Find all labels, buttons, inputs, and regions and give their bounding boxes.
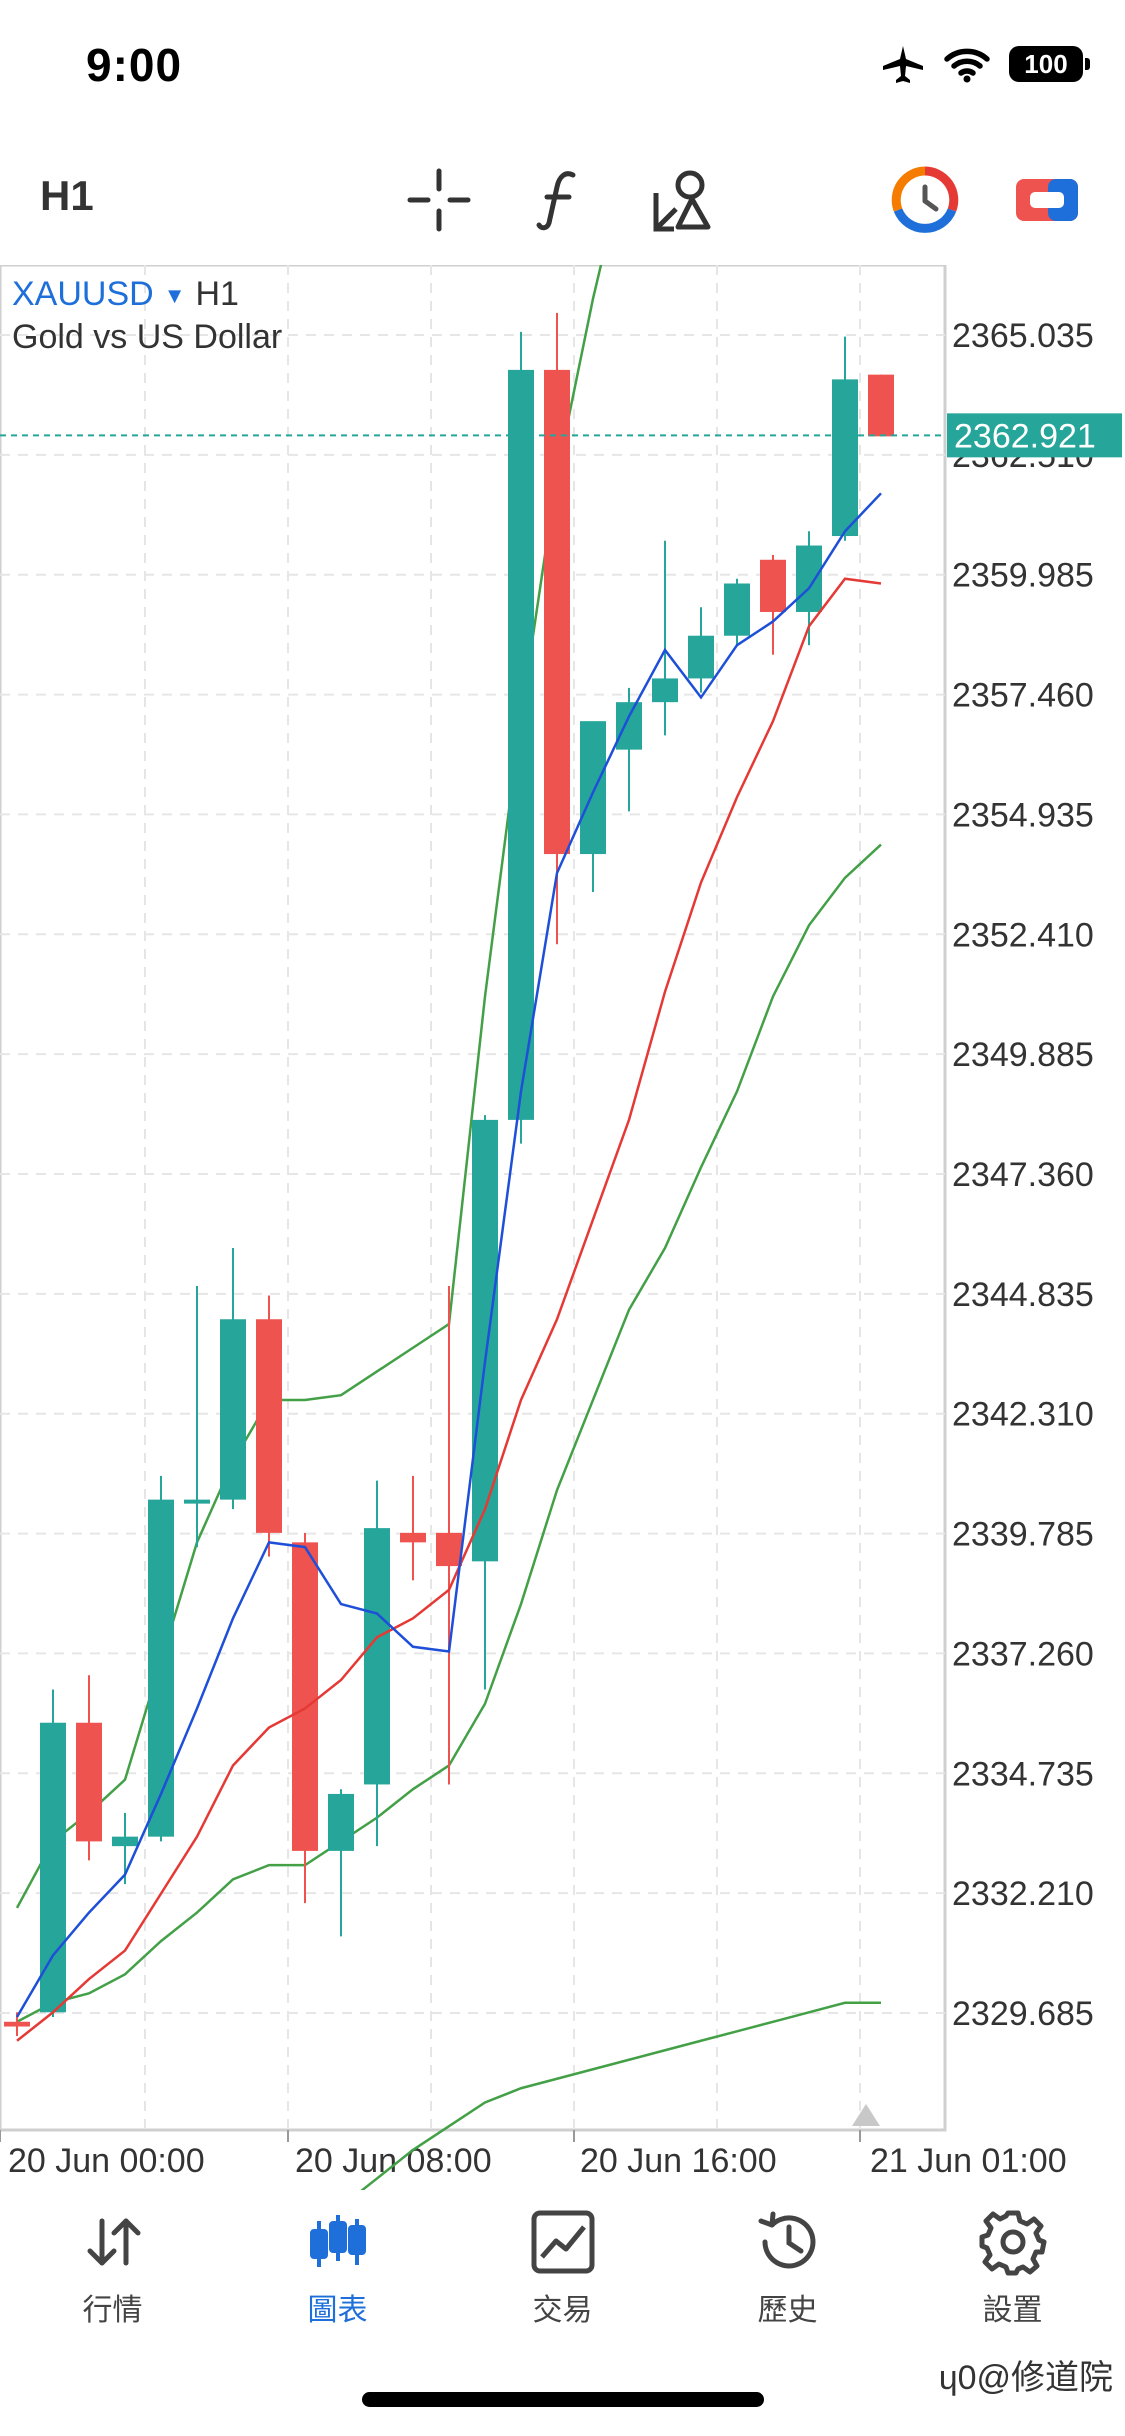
wifi-icon bbox=[944, 48, 990, 83]
candle-body[interactable] bbox=[220, 1319, 246, 1500]
nav-quotes[interactable]: 行情 bbox=[0, 2185, 225, 2335]
current-price-tag bbox=[947, 413, 1122, 458]
candle-body[interactable] bbox=[148, 1499, 174, 1837]
moving-average-red-line bbox=[16, 577, 882, 2042]
candle-body[interactable] bbox=[760, 559, 786, 612]
candle-body[interactable] bbox=[364, 1528, 390, 1785]
status-time: 9:00 bbox=[86, 39, 183, 91]
candle-body[interactable] bbox=[292, 1542, 318, 1851]
indicators-f-icon[interactable] bbox=[525, 165, 595, 235]
trade-chart-icon bbox=[531, 2210, 594, 2274]
gear-icon bbox=[979, 2210, 1046, 2276]
y-axis-label: 2357.460 bbox=[952, 677, 1094, 715]
home-indicator[interactable] bbox=[362, 2392, 764, 2407]
candlestick-icon bbox=[309, 2215, 366, 2267]
nav-label: 交易 bbox=[532, 2294, 593, 2327]
candle-body[interactable] bbox=[436, 1532, 462, 1567]
x-axis-label: 20 Jun 00:00 bbox=[8, 2142, 205, 2180]
history-clock-icon bbox=[758, 2211, 815, 2269]
airplane-icon bbox=[883, 46, 923, 83]
y-axis-label: 2339.785 bbox=[952, 1516, 1094, 1554]
chart-canvas[interactable]: 2365.0352362.5102359.9852357.4602354.935… bbox=[0, 265, 1125, 2190]
candle-body[interactable] bbox=[4, 2021, 30, 2027]
y-axis-label: 2354.935 bbox=[952, 796, 1094, 834]
candle-body[interactable] bbox=[76, 1722, 102, 1842]
candle-body[interactable] bbox=[616, 702, 642, 750]
y-axis-label: 2349.885 bbox=[952, 1036, 1094, 1074]
nav-label: 行情 bbox=[82, 2294, 143, 2327]
nav-label: 設置 bbox=[982, 2294, 1043, 2327]
y-axis-label: 2329.685 bbox=[952, 1995, 1094, 2033]
candle-body[interactable] bbox=[112, 1836, 138, 1847]
current-price-label: 2362.921 bbox=[954, 417, 1096, 455]
candle-body[interactable] bbox=[256, 1319, 282, 1533]
candle-body[interactable] bbox=[832, 379, 858, 537]
watermark: ɥ0@修道院 bbox=[938, 2359, 1113, 2397]
y-axis-label: 2344.835 bbox=[952, 1276, 1094, 1314]
candle-body[interactable] bbox=[472, 1119, 498, 1562]
candle-body[interactable] bbox=[796, 545, 822, 612]
x-axis-label: 20 Jun 16:00 bbox=[580, 2142, 777, 2180]
candle-body[interactable] bbox=[400, 1532, 426, 1543]
y-axis-label: 2337.260 bbox=[952, 1635, 1094, 1673]
candle-body[interactable] bbox=[580, 721, 606, 855]
timeframe-button[interactable]: H1 bbox=[40, 172, 94, 219]
nav-history[interactable]: 歷史 bbox=[675, 2185, 900, 2335]
moving-average-blue-line bbox=[15, 492, 882, 2018]
quotes-arrows-icon bbox=[87, 2218, 140, 2266]
x-axis-label: 20 Jun 08:00 bbox=[295, 2142, 492, 2180]
symbol-name[interactable]: XAUUSD bbox=[12, 275, 154, 313]
symbol-timeframe: H1 bbox=[195, 275, 239, 313]
symbol-description: Gold vs US Dollar bbox=[12, 318, 283, 356]
candle-body[interactable] bbox=[508, 369, 534, 1120]
candle-body[interactable] bbox=[724, 583, 750, 636]
candle-body[interactable] bbox=[544, 369, 570, 855]
battery-indicator: 100 bbox=[1009, 46, 1090, 82]
candle-body[interactable] bbox=[328, 1793, 354, 1851]
candle-body[interactable] bbox=[868, 374, 894, 437]
objects-shapes-icon[interactable] bbox=[650, 165, 720, 235]
symbol-header[interactable]: XAUUSD ▼ H1 bbox=[12, 275, 239, 314]
crosshair-icon[interactable] bbox=[404, 165, 474, 235]
bottom-nav: 行情 圖表 交易 歷史 bbox=[0, 2185, 1125, 2335]
y-axis-label: 2334.735 bbox=[952, 1755, 1094, 1793]
y-axis-label: 2347.360 bbox=[952, 1156, 1094, 1194]
bollinger-lower-outer-line bbox=[360, 2001, 881, 2190]
y-axis-label: 2365.035 bbox=[952, 317, 1094, 355]
nav-label: 圖表 bbox=[307, 2294, 368, 2327]
nav-trade[interactable]: 交易 bbox=[450, 2185, 675, 2335]
trade-toggle-icon[interactable] bbox=[1012, 165, 1082, 235]
candle-body[interactable] bbox=[688, 635, 714, 679]
status-bar: 9:00 100 bbox=[0, 0, 1125, 140]
nav-settings[interactable]: 設置 bbox=[900, 2185, 1125, 2335]
nav-label: 歷史 bbox=[757, 2294, 818, 2327]
y-axis-label: 2342.310 bbox=[952, 1396, 1094, 1434]
x-axis-label: 21 Jun 01:00 bbox=[870, 2142, 1067, 2180]
candle-body[interactable] bbox=[652, 678, 678, 703]
y-axis-label: 2352.410 bbox=[952, 916, 1094, 954]
candle-body[interactable] bbox=[184, 1499, 210, 1504]
y-axis-label: 2359.985 bbox=[952, 557, 1094, 595]
candle-body[interactable] bbox=[40, 1722, 66, 2013]
symbol-dropdown-icon[interactable]: ▼ bbox=[163, 283, 186, 309]
y-axis-label: 2332.210 bbox=[952, 1875, 1094, 1913]
status-icons: 100 bbox=[881, 44, 1090, 84]
clock-ring-icon[interactable] bbox=[890, 165, 960, 235]
nav-charts[interactable]: 圖表 bbox=[225, 2185, 450, 2335]
chart-shift-marker[interactable] bbox=[852, 2104, 880, 2126]
price-chart[interactable]: 2365.0352362.5102359.9852357.4602354.935… bbox=[0, 265, 1125, 2190]
